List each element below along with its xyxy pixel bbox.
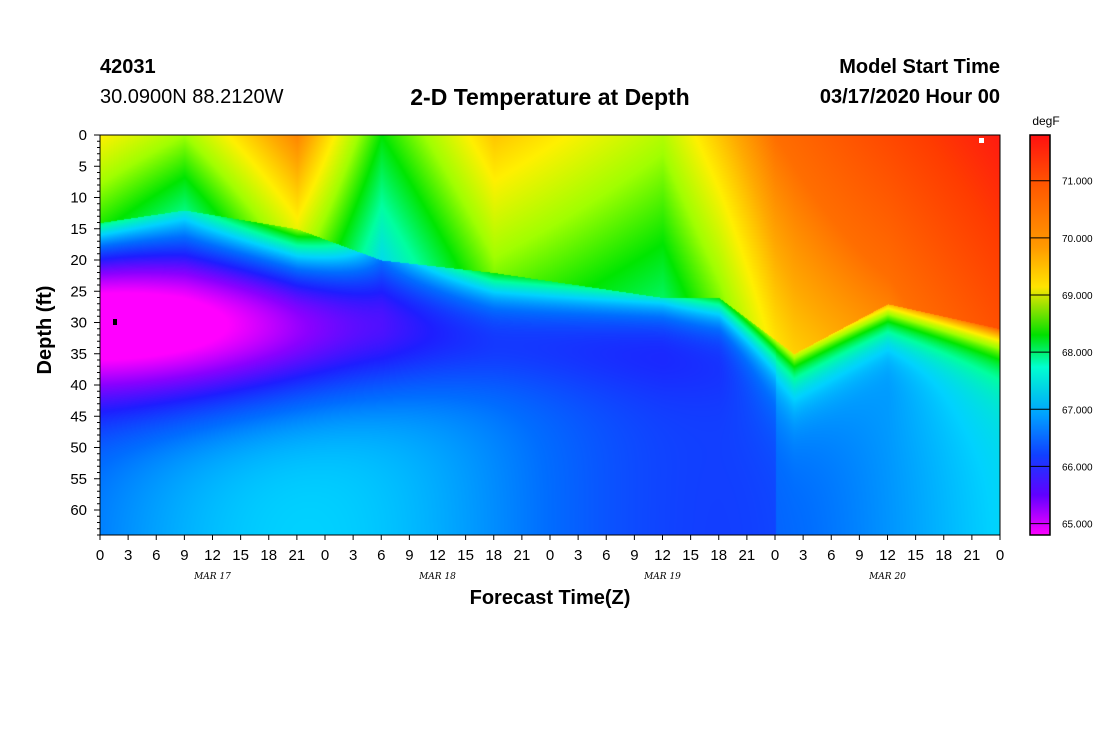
x-tick-label: 3 (124, 547, 132, 564)
x-tick-label: 0 (96, 547, 104, 564)
x-tick-label: 0 (771, 547, 779, 564)
x-tick-label: 21 (289, 547, 306, 564)
model-start-label: Model Start Time (839, 56, 1000, 78)
y-tick-label: 30 (70, 315, 87, 332)
station-coordinates: 30.0900N 88.2120W (100, 86, 284, 108)
y-tick-label: 10 (70, 190, 87, 207)
x-tick-label: 18 (935, 547, 952, 564)
colorbar-tick-label: 70.000 (1062, 234, 1093, 245)
heatmap-area (100, 135, 1000, 535)
x-tick-label: 9 (180, 547, 188, 564)
x-date-label: MAR 18 (418, 572, 456, 582)
x-date-label: MAR 20 (868, 572, 906, 582)
x-tick-label: 3 (574, 547, 582, 564)
x-tick-label: 12 (429, 547, 446, 564)
x-tick-label: 12 (654, 547, 671, 564)
y-axis-label: Depth (ft) (34, 286, 56, 375)
cold-core-marker (113, 319, 117, 325)
y-tick-label: 50 (70, 440, 87, 457)
colorbar-tick-label: 67.000 (1062, 405, 1093, 416)
colorbar-tick-label: 69.000 (1062, 291, 1093, 302)
x-tick-label: 9 (630, 547, 638, 564)
y-tick-label: 55 (70, 471, 87, 488)
y-tick-label: 60 (70, 502, 87, 519)
y-tick-label: 15 (70, 221, 87, 238)
y-tick-label: 20 (70, 252, 87, 269)
x-tick-label: 18 (260, 547, 277, 564)
colorbar (1029, 134, 1051, 536)
x-tick-label: 18 (710, 547, 727, 564)
x-tick-label: 0 (546, 547, 554, 564)
chart-title: 2-D Temperature at Depth (410, 84, 690, 110)
x-tick-label: 12 (879, 547, 896, 564)
x-tick-label: 12 (204, 547, 221, 564)
colorbar-tick-label: 68.000 (1062, 348, 1093, 359)
colorbar-ticks: 71.000 70.000 69.000 68.000 67.000 66.000 65.0… (1030, 177, 1093, 531)
x-date-label: MAR 17 (193, 572, 231, 582)
y-tick-label: 5 (79, 158, 87, 175)
x-tick-label: 15 (682, 547, 699, 564)
x-tick-label: 6 (827, 547, 835, 564)
surface-marker (979, 138, 984, 143)
x-tick-label: 6 (377, 547, 385, 564)
y-tick-label: 45 (70, 408, 87, 425)
station-id: 42031 (100, 56, 156, 78)
y-tick-label: 40 (70, 377, 87, 394)
x-tick-label: 0 (321, 547, 329, 564)
x-tick-label: 21 (739, 547, 756, 564)
x-tick-label: 6 (152, 547, 160, 564)
x-tick-label: 15 (907, 547, 924, 564)
colorbar-tick-label: 71.000 (1062, 177, 1093, 188)
x-tick-label: 9 (405, 547, 413, 564)
y-axis: 0 5 10 15 20 25 30 35 40 45 50 55 60 (70, 127, 100, 536)
x-tick-label: 3 (799, 547, 807, 564)
x-tick-label: 9 (855, 547, 863, 564)
x-tick-label: 0 (996, 547, 1004, 564)
colorbar-unit: degF (1032, 114, 1059, 128)
x-tick-label: 6 (602, 547, 610, 564)
x-tick-label: 21 (514, 547, 531, 564)
x-tick-label: 18 (485, 547, 502, 564)
model-start-value: 03/17/2020 Hour 00 (819, 86, 1000, 108)
colorbar-tick-label: 66.000 (1062, 462, 1093, 473)
x-tick-label: 15 (232, 547, 249, 564)
x-axis: 0 3 6 9 12 15 18 21 0 3 6 9 12 15 18 21 0 3 6 9 12 15 18 21 0 3 6 9… (96, 535, 1004, 582)
y-tick-label: 25 (70, 283, 87, 300)
y-tick-label: 35 (70, 346, 87, 363)
x-tick-label: 3 (349, 547, 357, 564)
x-tick-label: 15 (457, 547, 474, 564)
colorbar-tick-label: 65.000 (1062, 520, 1093, 531)
y-tick-label: 0 (79, 127, 87, 144)
x-tick-label: 21 (964, 547, 981, 564)
x-axis-label: Forecast Time(Z) (470, 587, 631, 609)
x-date-label: MAR 19 (643, 572, 681, 582)
